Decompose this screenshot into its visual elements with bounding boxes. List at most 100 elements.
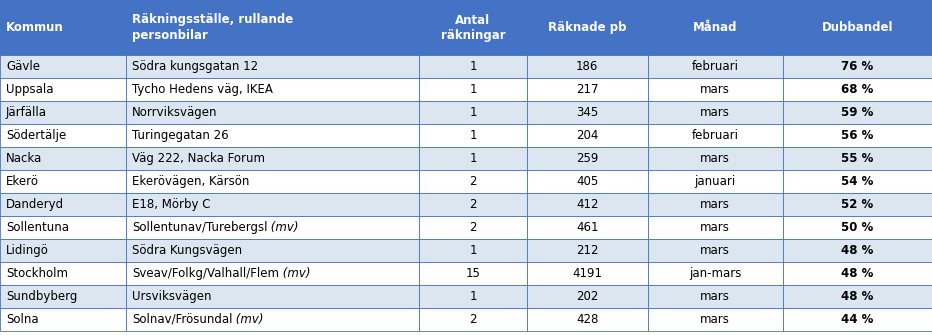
Bar — [648, 193, 783, 216]
Text: Södra kungsgatan 12: Södra kungsgatan 12 — [131, 60, 258, 73]
Bar — [126, 239, 419, 262]
Text: 1: 1 — [469, 129, 477, 142]
Bar — [527, 308, 648, 331]
Text: 1: 1 — [469, 290, 477, 303]
Bar — [527, 239, 648, 262]
Bar — [0, 285, 126, 308]
Text: 1: 1 — [469, 152, 477, 165]
Text: Södertälje: Södertälje — [6, 129, 66, 142]
Bar — [527, 285, 648, 308]
Text: Ekerö: Ekerö — [6, 175, 39, 188]
Text: 217: 217 — [576, 83, 598, 96]
Text: (mv): (mv) — [232, 313, 264, 326]
Text: februari: februari — [692, 129, 739, 142]
Text: 76 %: 76 % — [842, 60, 873, 73]
Text: 1: 1 — [469, 244, 477, 257]
Bar — [783, 101, 932, 124]
Text: Ursviksvägen: Ursviksvägen — [131, 290, 212, 303]
Bar — [0, 193, 126, 216]
Text: Räknade pb: Räknade pb — [548, 21, 626, 34]
Text: 52 %: 52 % — [842, 198, 873, 211]
Text: (mv): (mv) — [267, 221, 299, 234]
Text: Sollentunav/Turebergsl: Sollentunav/Turebergsl — [131, 221, 267, 234]
Bar — [648, 239, 783, 262]
Bar — [648, 0, 783, 55]
Bar — [527, 55, 648, 78]
Text: 1: 1 — [469, 83, 477, 96]
Text: 1: 1 — [469, 60, 477, 73]
Text: Solnav/Frösundal: Solnav/Frösundal — [131, 313, 232, 326]
Text: 259: 259 — [576, 152, 598, 165]
Bar — [648, 147, 783, 170]
Text: Kommun: Kommun — [6, 21, 63, 34]
Text: Månad: Månad — [693, 21, 737, 34]
Text: 461: 461 — [576, 221, 598, 234]
Text: 1: 1 — [469, 106, 477, 119]
Bar — [0, 262, 126, 285]
Bar — [783, 308, 932, 331]
Text: Södra Kungsvägen: Södra Kungsvägen — [131, 244, 242, 257]
Text: jan-mars: jan-mars — [689, 267, 742, 280]
Bar — [126, 285, 419, 308]
Bar — [783, 78, 932, 101]
Text: Stockholm: Stockholm — [6, 267, 68, 280]
Text: 4191: 4191 — [572, 267, 602, 280]
Bar — [419, 308, 527, 331]
Text: Dubbandel: Dubbandel — [822, 21, 893, 34]
Bar — [783, 124, 932, 147]
Text: 54 %: 54 % — [842, 175, 873, 188]
Bar — [648, 55, 783, 78]
Text: Sveav/Folkg/Valhall/Flem: Sveav/Folkg/Valhall/Flem — [131, 267, 279, 280]
Bar — [419, 216, 527, 239]
Bar — [648, 124, 783, 147]
Text: 55 %: 55 % — [842, 152, 873, 165]
Bar — [783, 0, 932, 55]
Text: E18, Mörby C: E18, Mörby C — [131, 198, 211, 211]
Bar — [419, 0, 527, 55]
Bar — [527, 262, 648, 285]
Text: 48 %: 48 % — [842, 244, 873, 257]
Text: 345: 345 — [576, 106, 598, 119]
Text: Danderyd: Danderyd — [6, 198, 64, 211]
Text: 59 %: 59 % — [842, 106, 873, 119]
Bar — [419, 55, 527, 78]
Bar — [783, 55, 932, 78]
Bar — [648, 78, 783, 101]
Text: 15: 15 — [466, 267, 480, 280]
Bar — [0, 239, 126, 262]
Bar — [527, 78, 648, 101]
Text: Nacka: Nacka — [6, 152, 42, 165]
Bar — [126, 55, 419, 78]
Text: 68 %: 68 % — [842, 83, 873, 96]
Bar — [783, 147, 932, 170]
Text: 202: 202 — [576, 290, 598, 303]
Text: 212: 212 — [576, 244, 598, 257]
Bar — [527, 193, 648, 216]
Text: Sollentuna: Sollentuna — [6, 221, 69, 234]
Bar — [527, 216, 648, 239]
Text: 48 %: 48 % — [842, 267, 873, 280]
Bar — [0, 170, 126, 193]
Text: Tycho Hedens väg, IKEA: Tycho Hedens väg, IKEA — [131, 83, 273, 96]
Bar — [126, 124, 419, 147]
Bar — [648, 216, 783, 239]
Bar — [0, 216, 126, 239]
Bar — [783, 170, 932, 193]
Bar — [0, 308, 126, 331]
Text: 2: 2 — [469, 221, 477, 234]
Bar — [527, 0, 648, 55]
Bar — [419, 78, 527, 101]
Bar — [419, 285, 527, 308]
Bar — [126, 0, 419, 55]
Text: 50 %: 50 % — [842, 221, 873, 234]
Bar — [527, 124, 648, 147]
Text: 48 %: 48 % — [842, 290, 873, 303]
Text: 2: 2 — [469, 313, 477, 326]
Bar — [527, 101, 648, 124]
Text: Uppsala: Uppsala — [6, 83, 53, 96]
Text: (mv): (mv) — [279, 267, 310, 280]
Bar — [419, 262, 527, 285]
Bar — [126, 147, 419, 170]
Text: mars: mars — [700, 106, 731, 119]
Bar — [126, 262, 419, 285]
